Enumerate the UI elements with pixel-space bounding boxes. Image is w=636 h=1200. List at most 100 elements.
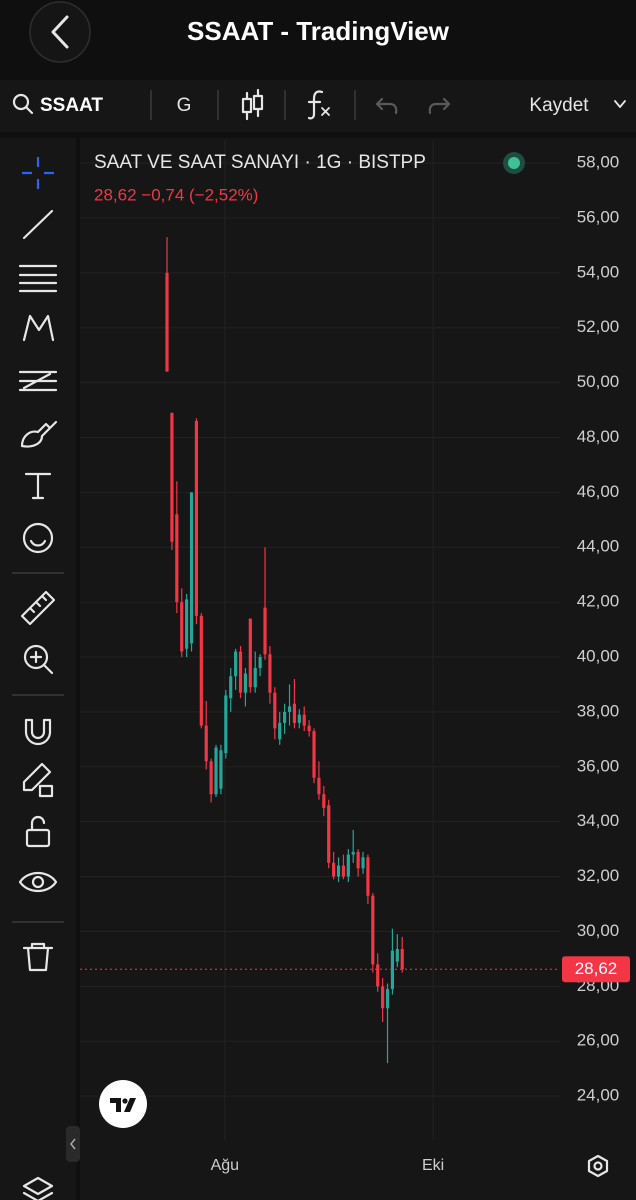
interval-button[interactable]: G [177, 95, 192, 116]
candle-body [199, 615, 203, 726]
unlock-shackle [30, 815, 46, 832]
y-tick-label: 50,00 [577, 372, 620, 391]
sidebar-toggle-chevron [70, 1138, 76, 1150]
chart-type-button[interactable] [241, 88, 264, 121]
y-tick-label: 52,00 [577, 317, 620, 336]
fib-tool[interactable] [18, 264, 58, 293]
candle-body [229, 676, 233, 699]
save-button[interactable]: Kaydet [529, 95, 589, 116]
candle-body [268, 654, 272, 693]
lock-drawing-tool[interactable] [22, 762, 52, 792]
candle-body [332, 862, 336, 877]
y-tick-label: 38,00 [577, 701, 620, 720]
chart-title: SAAT VE SAAT SANAYI · 1G · BISTPP [94, 152, 426, 173]
back-button-circle [29, 1, 91, 63]
candle-body [400, 949, 404, 970]
zoom-tool[interactable] [23, 644, 49, 670]
price-chart[interactable]: 24,0026,0028,0030,0032,0034,0036,0038,00… [80, 140, 630, 1174]
y-tick-label: 58,00 [577, 153, 620, 172]
pattern-tool[interactable] [22, 314, 55, 342]
candle-body [366, 857, 370, 896]
brush-tool[interactable] [20, 420, 58, 448]
candle-body [346, 854, 350, 877]
market-status-dot [508, 157, 520, 169]
settings-button[interactable] [587, 1154, 609, 1178]
fx-icon-x [321, 107, 330, 116]
prediction-tool[interactable] [18, 370, 58, 392]
delete-tool[interactable] [22, 942, 54, 972]
candle-body [224, 695, 228, 754]
candle-body [214, 747, 218, 795]
candle-body [385, 989, 390, 1009]
candle-body [312, 731, 316, 778]
y-tick-label: 42,00 [577, 592, 620, 611]
magnet-tool[interactable] [24, 718, 52, 746]
candle-body [258, 657, 262, 668]
candle-body [341, 865, 346, 877]
candle-icon-body [241, 97, 253, 114]
fx-icon [307, 90, 324, 120]
text-tool[interactable] [24, 472, 52, 500]
candle-body [317, 777, 321, 795]
page-title: SSAAT - TradingView [187, 16, 450, 46]
trend-line-tool[interactable] [22, 209, 54, 240]
quote-line: 28,62 −0,74 (−2,52%) [94, 185, 258, 204]
candle-body [180, 602, 184, 652]
candle-icon-body [252, 94, 264, 111]
candle-body [189, 492, 194, 644]
candle-body [238, 651, 243, 693]
undo-button[interactable] [375, 97, 398, 115]
settings-icon-center [593, 1161, 603, 1171]
candle-body [204, 725, 208, 762]
y-tick-label: 26,00 [577, 1031, 620, 1050]
candle-body [278, 722, 282, 740]
candle-body [243, 673, 248, 693]
save-menu-chevron[interactable] [614, 100, 626, 108]
layers-button[interactable] [22, 1176, 54, 1200]
sidebar-background [0, 138, 76, 1200]
candle-body [234, 651, 238, 677]
candle-body [376, 964, 380, 987]
logo-mark [110, 1098, 136, 1112]
visibility-pupil [31, 875, 45, 889]
candle-body [175, 514, 179, 603]
y-tick-label: 56,00 [577, 207, 620, 226]
y-tick-label: 34,00 [577, 811, 620, 830]
sidebar-toggle[interactable] [66, 1126, 80, 1162]
candle-body [361, 857, 365, 869]
emoji-tool[interactable] [22, 522, 54, 554]
crosshair-tool[interactable] [22, 157, 54, 189]
emoji-smile [29, 539, 47, 547]
candle-body [273, 692, 277, 729]
visibility-tool[interactable] [18, 871, 58, 893]
settings-icon [587, 1154, 609, 1178]
x-tick-label: Ağu [211, 1157, 239, 1174]
y-tick-label: 44,00 [577, 537, 620, 556]
candle-body [292, 703, 297, 723]
candle-body [395, 949, 399, 962]
zoom-icon-detail [29, 650, 54, 675]
candle-body [322, 794, 326, 808]
candle-body [307, 725, 311, 732]
last-price-label: 28,62 [575, 959, 618, 978]
redo-button[interactable] [428, 97, 451, 115]
logo-circle [99, 1080, 147, 1128]
candle-body [336, 865, 341, 877]
candle-body [327, 805, 331, 863]
ruler-tool[interactable] [20, 590, 56, 626]
logo-dot [122, 1098, 128, 1104]
back-chevron [51, 15, 69, 49]
candle-body [170, 412, 174, 542]
candle-body [185, 599, 189, 649]
search-icon [12, 93, 30, 111]
y-tick-label: 32,00 [577, 866, 620, 885]
unlock-tool[interactable] [25, 828, 51, 848]
candle-body [209, 761, 213, 795]
back-button[interactable] [29, 1, 91, 63]
candle-body [253, 667, 257, 688]
tradingview-logo[interactable] [99, 1080, 147, 1128]
indicators-button[interactable] [307, 90, 330, 120]
symbol-search[interactable]: SSAAT [12, 93, 103, 116]
